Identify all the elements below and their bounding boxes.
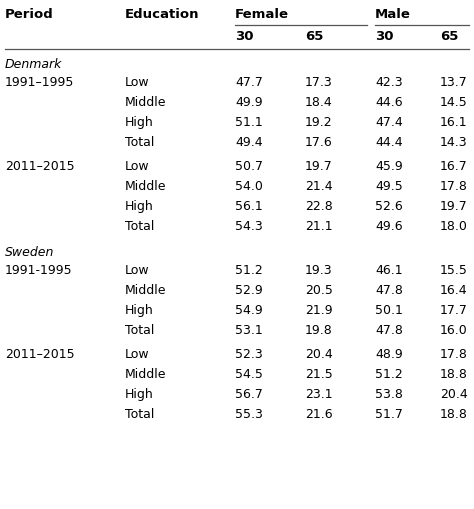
Text: 18.8: 18.8 [440,367,468,380]
Text: 54.0: 54.0 [235,180,263,192]
Text: 51.7: 51.7 [375,407,403,420]
Text: 17.8: 17.8 [440,180,468,192]
Text: High: High [125,387,154,400]
Text: Middle: Middle [125,367,166,380]
Text: 56.7: 56.7 [235,387,263,400]
Text: 20.4: 20.4 [440,387,468,400]
Text: 19.2: 19.2 [305,116,333,129]
Text: 20.5: 20.5 [305,284,333,296]
Text: Total: Total [125,407,155,420]
Text: 54.5: 54.5 [235,367,263,380]
Text: 1991-1995: 1991-1995 [5,264,73,276]
Text: 18.0: 18.0 [440,219,468,233]
Text: Middle: Middle [125,284,166,296]
Text: 49.9: 49.9 [235,96,263,109]
Text: 49.6: 49.6 [375,219,402,233]
Text: 17.8: 17.8 [440,347,468,360]
Text: 50.7: 50.7 [235,160,263,173]
Text: 17.7: 17.7 [440,303,468,317]
Text: 47.7: 47.7 [235,76,263,89]
Text: 51.1: 51.1 [235,116,263,129]
Text: 30: 30 [235,30,254,43]
Text: 51.2: 51.2 [375,367,403,380]
Text: 21.9: 21.9 [305,303,333,317]
Text: 17.6: 17.6 [305,136,333,149]
Text: Total: Total [125,219,155,233]
Text: 19.8: 19.8 [305,323,333,336]
Text: Education: Education [125,8,200,21]
Text: 2011–2015: 2011–2015 [5,347,74,360]
Text: 55.3: 55.3 [235,407,263,420]
Text: 52.6: 52.6 [375,200,403,213]
Text: 47.8: 47.8 [375,323,403,336]
Text: 21.5: 21.5 [305,367,333,380]
Text: High: High [125,303,154,317]
Text: 52.9: 52.9 [235,284,263,296]
Text: 50.1: 50.1 [375,303,403,317]
Text: 54.3: 54.3 [235,219,263,233]
Text: 21.6: 21.6 [305,407,333,420]
Text: 19.3: 19.3 [305,264,333,276]
Text: Period: Period [5,8,54,21]
Text: 49.5: 49.5 [375,180,403,192]
Text: 47.8: 47.8 [375,284,403,296]
Text: 18.4: 18.4 [305,96,333,109]
Text: High: High [125,116,154,129]
Text: 42.3: 42.3 [375,76,402,89]
Text: 19.7: 19.7 [440,200,468,213]
Text: 1991–1995: 1991–1995 [5,76,74,89]
Text: 65: 65 [440,30,458,43]
Text: 13.7: 13.7 [440,76,468,89]
Text: 19.7: 19.7 [305,160,333,173]
Text: Sweden: Sweden [5,245,55,259]
Text: 51.2: 51.2 [235,264,263,276]
Text: 2011–2015: 2011–2015 [5,160,74,173]
Text: 14.5: 14.5 [440,96,468,109]
Text: High: High [125,200,154,213]
Text: 52.3: 52.3 [235,347,263,360]
Text: 45.9: 45.9 [375,160,403,173]
Text: Low: Low [125,160,150,173]
Text: 48.9: 48.9 [375,347,403,360]
Text: 16.4: 16.4 [440,284,468,296]
Text: Middle: Middle [125,180,166,192]
Text: 23.1: 23.1 [305,387,333,400]
Text: Total: Total [125,323,155,336]
Text: 46.1: 46.1 [375,264,402,276]
Text: 49.4: 49.4 [235,136,263,149]
Text: 44.6: 44.6 [375,96,402,109]
Text: Denmark: Denmark [5,58,63,71]
Text: 16.0: 16.0 [440,323,468,336]
Text: 22.8: 22.8 [305,200,333,213]
Text: Total: Total [125,136,155,149]
Text: Low: Low [125,264,150,276]
Text: 21.1: 21.1 [305,219,333,233]
Text: 16.7: 16.7 [440,160,468,173]
Text: 65: 65 [305,30,323,43]
Text: Low: Low [125,347,150,360]
Text: 15.5: 15.5 [440,264,468,276]
Text: 47.4: 47.4 [375,116,403,129]
Text: Male: Male [375,8,411,21]
Text: 21.4: 21.4 [305,180,333,192]
Text: 30: 30 [375,30,393,43]
Text: 54.9: 54.9 [235,303,263,317]
Text: 16.1: 16.1 [440,116,468,129]
Text: 56.1: 56.1 [235,200,263,213]
Text: 14.3: 14.3 [440,136,468,149]
Text: 17.3: 17.3 [305,76,333,89]
Text: 44.4: 44.4 [375,136,402,149]
Text: 20.4: 20.4 [305,347,333,360]
Text: Low: Low [125,76,150,89]
Text: 53.1: 53.1 [235,323,263,336]
Text: Female: Female [235,8,289,21]
Text: Middle: Middle [125,96,166,109]
Text: 18.8: 18.8 [440,407,468,420]
Text: 53.8: 53.8 [375,387,403,400]
